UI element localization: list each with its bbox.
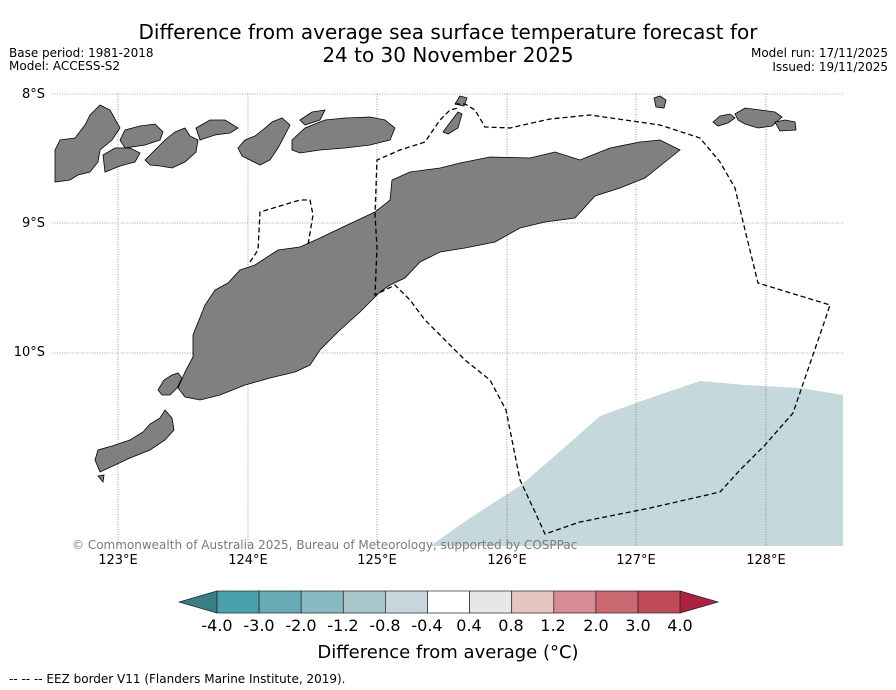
lat-label-8s: 8°S	[21, 87, 45, 102]
base-period: Base period: 1981-2018	[9, 46, 154, 60]
colorbar-tick: 4.0	[667, 616, 693, 635]
colorbar-tick: 0.8	[498, 616, 524, 635]
title-line-1: Difference from average sea surface temp…	[138, 20, 758, 44]
copyright: © Commonwealth of Australia 2025, Bureau…	[72, 538, 578, 552]
colorbar-tick: -1.2	[327, 616, 359, 635]
colorbar-segment	[216, 590, 260, 614]
colorbar-tick: 0.4	[456, 616, 482, 635]
island-timor	[177, 139, 681, 401]
colorbar-segment	[385, 590, 428, 614]
colorbar-under-arrow	[177, 590, 218, 614]
island-pantar	[144, 127, 199, 169]
island-wetar-west	[237, 117, 291, 166]
island-babar-1	[712, 113, 736, 127]
colorbar-tick: -3.0	[243, 616, 275, 635]
lon-label-126e: 126°E	[487, 553, 527, 568]
lon-label-124e: 124°E	[228, 553, 268, 568]
colorbar-tick: 1.2	[540, 616, 566, 635]
island-atauro	[442, 111, 463, 135]
island-west-flores	[54, 104, 121, 183]
colorbar-tick: -0.4	[411, 616, 443, 635]
colorbar-segment	[300, 590, 344, 614]
colorbar-tick: -0.8	[369, 616, 401, 635]
eez-border	[374, 103, 831, 535]
colorbar-segment	[258, 590, 302, 614]
lon-label-128e: 128°E	[746, 553, 786, 568]
anomaly-fill-area	[430, 381, 843, 546]
colorbar-segment	[469, 590, 513, 614]
title-line-2: 24 to 30 November 2025	[322, 43, 574, 67]
colorbar-segment	[342, 590, 386, 614]
eez-legend: -- -- -- EEZ border V11 (Flanders Marine…	[9, 672, 346, 686]
colorbar-tick: 3.0	[625, 616, 651, 635]
colorbar-tick: -4.0	[201, 616, 233, 635]
land	[54, 95, 797, 483]
colorbar-segment	[427, 590, 470, 614]
colorbar-segment	[511, 590, 555, 614]
model-name: Model: ACCESS-S2	[9, 59, 121, 73]
island-rote	[94, 409, 175, 473]
lon-label-127e: 127°E	[616, 553, 656, 568]
model-run: Model run: 17/11/2025	[750, 46, 888, 60]
colorbar-over-arrow	[679, 590, 720, 614]
island-small-2	[97, 474, 105, 483]
island-lembata	[119, 123, 164, 149]
island-alor	[195, 119, 239, 141]
lat-label-9s: 9°S	[21, 216, 45, 231]
colorbar-segment	[553, 590, 597, 614]
island-adonara	[102, 147, 141, 173]
lat-label-10s: 10°S	[13, 345, 45, 360]
lon-label-125e: 125°E	[357, 553, 397, 568]
island-kisar	[299, 109, 326, 126]
island-wetar	[291, 116, 396, 154]
colorbar-tick: 2.0	[583, 616, 609, 635]
colorbar-tick: -2.0	[285, 616, 317, 635]
island-savu	[157, 372, 183, 396]
colorbar-segment	[637, 590, 681, 614]
colorbar-segment	[595, 590, 639, 614]
lon-label-123e: 123°E	[98, 553, 138, 568]
colorbar-label: Difference from average (°C)	[317, 642, 579, 663]
issued-date: Issued: 19/11/2025	[772, 60, 888, 74]
island-leti	[653, 95, 667, 109]
island-babar-3	[774, 119, 797, 132]
